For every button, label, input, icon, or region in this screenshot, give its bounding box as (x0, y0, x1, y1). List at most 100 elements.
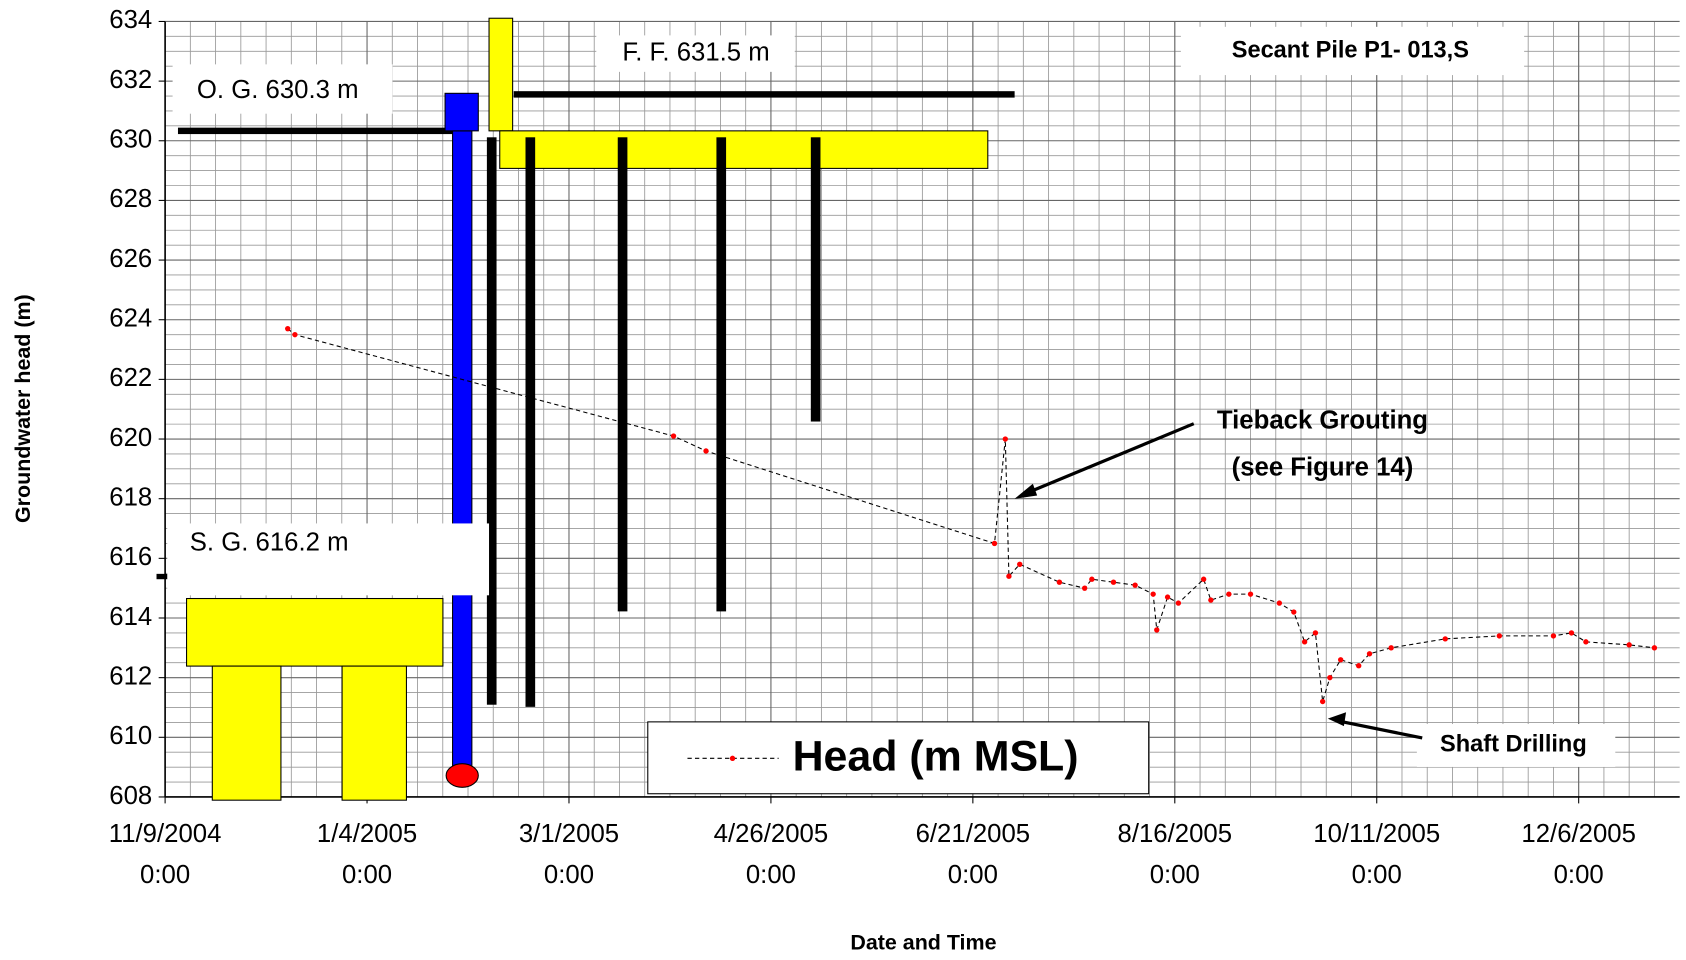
data-point (1337, 657, 1344, 663)
x-tick-label-box: 12/6/2005 0:00 (1521, 819, 1636, 890)
ff-label-box (596, 35, 795, 72)
schematic (156, 17, 1616, 801)
sg-label-box (167, 523, 490, 596)
x-tick-label: 11/9/2004 0:00 (108, 819, 222, 890)
x-tick-label-box: 8/16/2005 0:00 (1117, 819, 1233, 890)
data-point (1319, 698, 1326, 705)
x-axis-title: Date and Time (850, 931, 996, 955)
data-point (991, 540, 998, 547)
data-point (1200, 576, 1207, 582)
data-point (1568, 630, 1575, 636)
data-point (1132, 582, 1138, 588)
y-tick-label: 608 (109, 782, 152, 810)
y-tick-label: 628 (109, 185, 152, 213)
legend-marker (729, 755, 736, 762)
annotation: S. G. 616.2 m (190, 529, 349, 557)
schematic-slab (499, 130, 989, 169)
y-tick-label: 626 (109, 245, 152, 273)
x-tick-label: 8/16/2005 0:00 (1117, 819, 1233, 890)
data-point (1583, 639, 1589, 645)
x-tick-label: 12/6/2005 0:00 (1521, 819, 1636, 890)
arrow (1022, 422, 1195, 496)
x-tick-label-box: 6/21/2005 0:00 (915, 819, 1031, 890)
legend-label: Head (m MSL) (793, 733, 1079, 781)
series-line (287, 328, 1655, 702)
data-point (1301, 639, 1308, 645)
data-point (1110, 579, 1117, 585)
data-point (292, 331, 298, 338)
data-point (1366, 651, 1373, 657)
y-tick-label: 612 (109, 662, 152, 690)
arrowhead (1327, 712, 1347, 727)
data-point (1442, 636, 1448, 642)
y-tick-label: 622 (109, 364, 152, 392)
arrowhead (1014, 483, 1038, 499)
y-tick-label: 624 (109, 305, 152, 333)
og-line (177, 127, 457, 135)
sg-mark (156, 573, 168, 580)
data-point (1175, 600, 1182, 606)
annotation: F. F. 631.5 m (622, 38, 769, 66)
annotation: Shaft Drilling (1440, 731, 1587, 757)
data-point (1356, 663, 1362, 669)
data-point (1496, 633, 1503, 639)
y-tick-label: 632 (109, 66, 152, 94)
x-tick-label-box: 10/11/2005 0:00 (1313, 819, 1441, 890)
y-tick-label: 610 (109, 722, 152, 750)
arrow (1337, 719, 1423, 740)
data-point (670, 433, 677, 439)
data-point (1388, 645, 1394, 651)
data-point (1154, 627, 1160, 633)
shaft-label-box (1416, 724, 1616, 767)
pier-leg (341, 665, 407, 801)
data-point (1651, 645, 1658, 651)
x-tick-label-box: 1/4/2005 0:00 (317, 819, 417, 889)
pier-cap (186, 597, 444, 667)
annotation: O. G. 630.3 m (197, 76, 359, 104)
y-tick-label: 616 (109, 543, 152, 571)
tieback-bar (486, 137, 497, 705)
x-tick-label: 4/26/2005 0:00 (713, 819, 829, 890)
pile-head (444, 92, 479, 132)
tieback-bar (716, 137, 727, 612)
data-point (1291, 609, 1297, 615)
x-tick-label-box: 4/26/2005 0:00 (713, 819, 829, 890)
tieback-bar (810, 137, 821, 422)
data-point (1327, 674, 1333, 681)
pile-tip (445, 763, 479, 788)
data-point (703, 448, 709, 454)
data-point (285, 325, 291, 332)
ff-line (513, 91, 1015, 98)
data-point (1164, 594, 1171, 600)
x-tick-label: 6/21/2005 0:00 (915, 819, 1031, 890)
data-point (1247, 591, 1254, 597)
y-tick-label: 620 (109, 424, 152, 452)
data-point (1626, 642, 1632, 648)
data-point (1056, 579, 1063, 585)
data-point (1550, 633, 1557, 639)
title-box (1180, 26, 1525, 76)
chart-title: Secant Pile P1- 013,S (1232, 37, 1469, 63)
tieback-bar (617, 137, 628, 612)
data-point (1017, 561, 1023, 567)
labels: O. G. 630.3 m F. F. 631.5 m S. G. 616.2 … (11, 37, 1586, 955)
x-tick-label: 10/11/2005 0:00 (1313, 819, 1441, 890)
x-tick-label: 3/1/2005 0:00 (518, 819, 620, 890)
y-tick-label: 614 (109, 603, 152, 631)
annotation: Tieback Grouting (1217, 406, 1428, 434)
data-point (1226, 591, 1232, 597)
y-tick-label: 618 (109, 483, 152, 511)
schematic-post (488, 17, 514, 132)
x-tick-label-box: 3/1/2005 0:00 (518, 819, 620, 890)
data-point (1208, 597, 1214, 603)
data-point (1006, 573, 1012, 579)
data-point (1276, 600, 1283, 606)
data (285, 325, 1658, 705)
data-point (1002, 436, 1008, 442)
y-axis-title: Groundwater head (m) (11, 294, 35, 523)
y-tick-label: 630 (109, 126, 152, 154)
x-tick-label-box: 11/9/2004 0:00 (108, 819, 222, 890)
pile-shaft (452, 130, 473, 770)
data-point (1089, 576, 1095, 582)
